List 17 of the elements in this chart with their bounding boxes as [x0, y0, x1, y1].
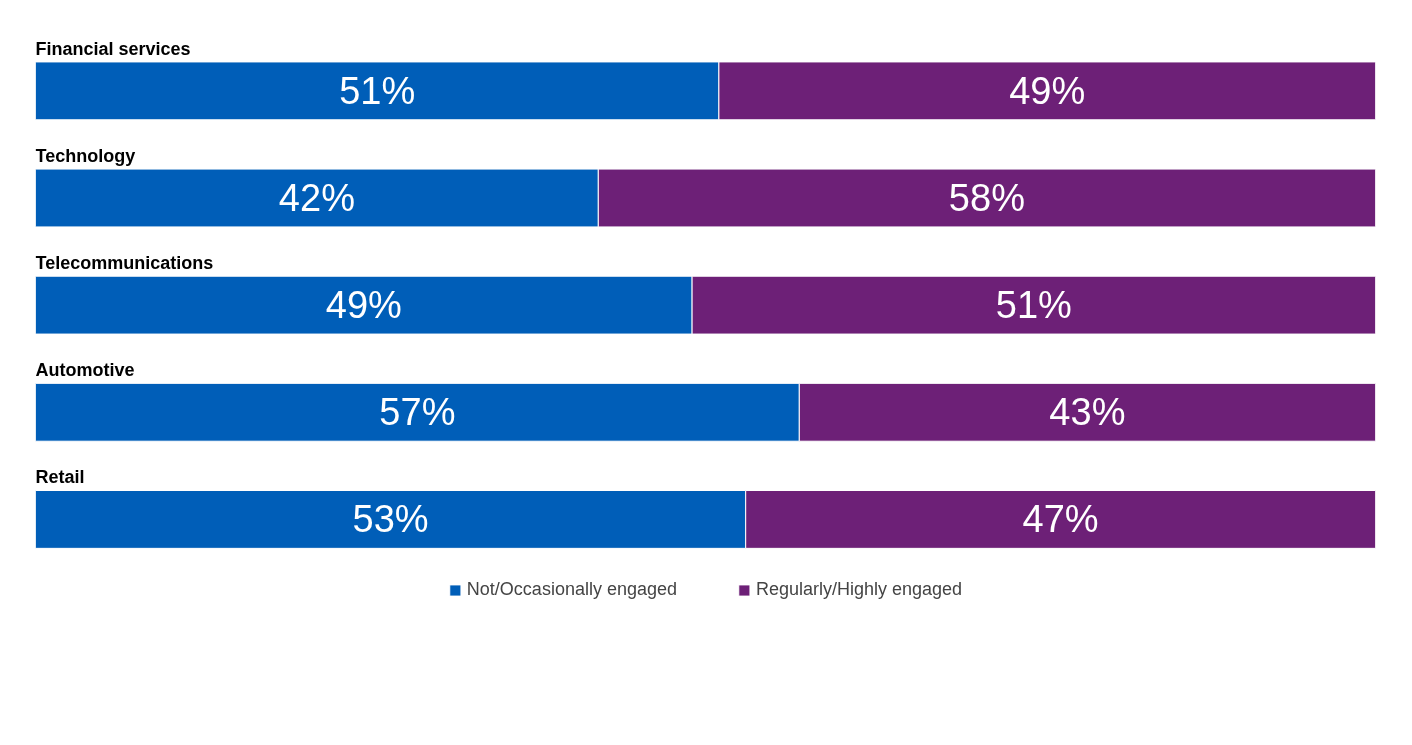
legend-label: Not/Occasionally engaged: [466, 579, 677, 600]
legend-label: Regularly/Highly engaged: [756, 579, 963, 600]
y-tick-label: Telecommunications: [35, 253, 214, 273]
data-label: 43%: [1049, 391, 1126, 434]
data-label: 42%: [278, 177, 355, 219]
data-label: 51%: [995, 284, 1072, 327]
y-tick-label: Retail: [35, 467, 85, 488]
y-tick-label: Automotive: [35, 360, 135, 381]
y-tick-label: Financial services: [35, 38, 191, 59]
data-label: 47%: [1022, 498, 1099, 541]
data-label: 58%: [948, 177, 1025, 219]
y-tick-label: Technology: [35, 145, 136, 166]
data-label: 57%: [379, 391, 456, 434]
data-label: 49%: [325, 284, 402, 327]
data-label: 51%: [339, 69, 416, 112]
data-label: 53%: [352, 498, 429, 541]
data-label: 49%: [1009, 69, 1086, 112]
